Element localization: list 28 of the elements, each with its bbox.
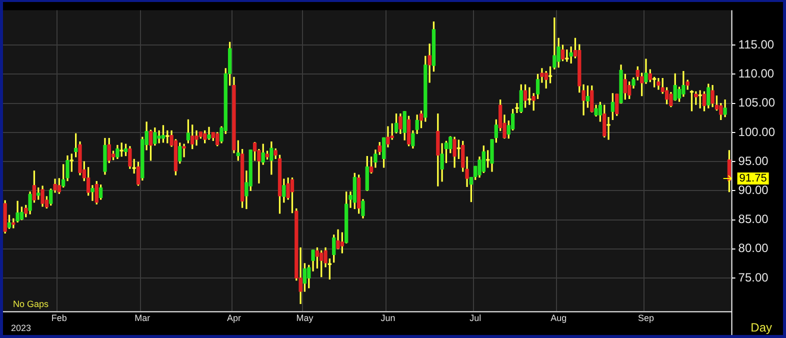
y-tick-label: 110.00: [738, 66, 774, 81]
text: 2023: [11, 323, 32, 334]
y-tick-label: 115.00: [738, 37, 774, 52]
x-tick-label: Feb: [51, 313, 67, 324]
candlestick: [90, 185, 94, 201]
x-tick-label: Apr: [226, 313, 241, 324]
x-tick-label: Aug: [550, 313, 567, 324]
text: 91.75: [739, 172, 767, 185]
candlestick: [515, 103, 519, 113]
y-tick-label: 85.00: [738, 212, 769, 226]
y-tick-label: 105.00: [738, 96, 776, 110]
candlestick: [182, 144, 186, 158]
candlestick: [528, 87, 532, 105]
candlestick: [569, 46, 573, 64]
x-tick-label: May: [296, 313, 314, 324]
y-tick-label: 100.00: [738, 124, 776, 139]
x-tick-label: Jul: [470, 313, 482, 324]
annotation: No Gaps: [13, 299, 50, 310]
text: Day: [750, 320, 772, 334]
y-tick-label: 75.00: [738, 270, 769, 284]
y-tick-label: 95.00: [738, 154, 769, 168]
x-tick-label: Jun: [380, 313, 396, 324]
candlestick: [606, 116, 610, 140]
candlestick: [157, 130, 161, 144]
y-tick-label: 80.00: [738, 241, 769, 256]
y-tick-label: 90.00: [738, 182, 769, 197]
x-tick-label: Sep: [638, 313, 654, 324]
x-tick-label: Mar: [134, 313, 150, 324]
